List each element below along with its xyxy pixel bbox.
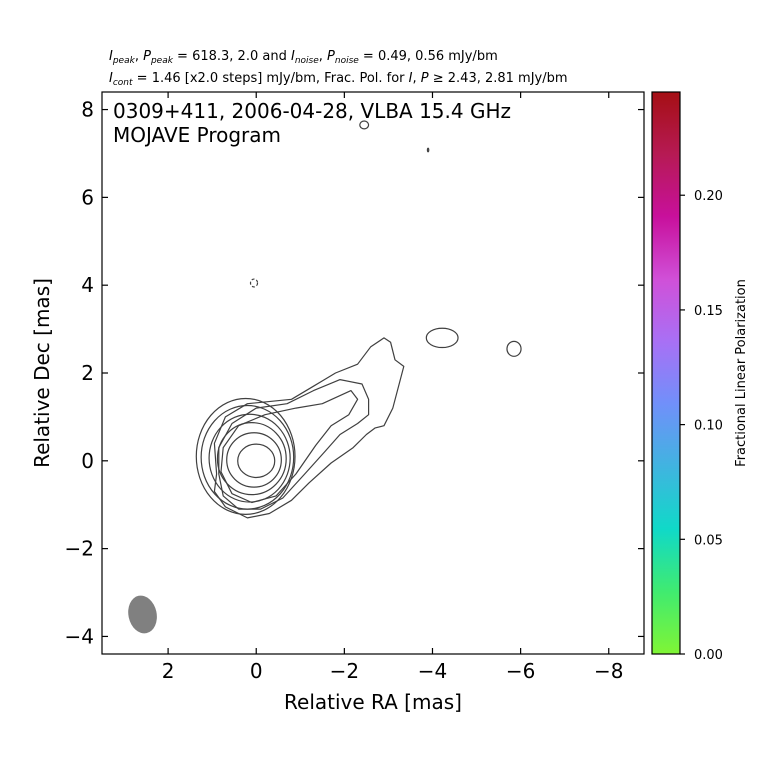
isolated-contour-5 [506,340,522,357]
isolated-contour-2 [426,147,430,153]
i-symbol: I [408,71,413,86]
x-tick-label: −6 [506,659,535,683]
x-tick-label: −4 [418,659,447,683]
x-tick-label: 0 [250,659,263,683]
header-line-1: Ipeak, Ppeak = 618.3, 2.0 and Inoise, Pn… [109,49,498,66]
core-contour-5 [200,404,295,510]
source-annotation: 0309+411, 2006-04-28, VLBA 15.4 GHz [113,99,511,123]
core-contour-1 [237,443,276,479]
y-tick-label: 2 [81,361,94,385]
header-line-2: Icont = 1.46 [x2.0 steps] mJy/bm, Frac. … [109,71,568,88]
i-noise-symbol: I [290,49,295,64]
i-peak-symbol: I [109,49,113,64]
i-cont-symbol: I [109,71,113,86]
core-contour-2 [226,432,282,488]
core-contour-3 [216,422,287,496]
jet-contour-1 [213,337,405,519]
i-cont-subscript: cont [112,78,133,88]
y-tick-label: −4 [65,624,94,648]
y-tick-label: 8 [81,98,94,122]
peak-values: = 618.3, 2.0 and [172,49,291,64]
isolated-contour-4 [425,327,459,349]
noise-values: = 0.49, 0.56 mJy/bm [358,49,498,64]
i-peak-subscript: peak [112,56,135,66]
colorbar-tick-label: 0.00 [694,648,723,663]
plot-frame [101,91,645,655]
x-tick-label: −8 [594,659,623,683]
core-contour-4 [208,413,291,503]
x-tick-label: −2 [330,659,359,683]
program-annotation: MOJAVE Program [113,123,281,147]
p-noise-symbol: P [327,49,335,64]
colorbar [651,91,681,655]
colorbar-tick-label: 0.15 [694,304,723,319]
p-peak-symbol: P [143,49,151,64]
colorbar-tick-label: 0.05 [694,533,723,548]
jet-contour-2 [218,379,370,510]
isolated-contour-1 [359,120,370,130]
p-symbol: P [420,71,429,86]
contour-text: = 1.46 [x2.0 steps] mJy/bm, Frac. Pol. f… [132,71,409,86]
p-noise-subscript: noise [334,56,359,66]
negative-contour [249,278,259,288]
beam-ellipse [128,595,157,634]
colorbar-ticks: 0.00 0.05 0.10 0.15 0.20 [680,189,723,663]
y-tick-label: 6 [81,185,94,209]
colorbar-label: Fractional Linear Polarization [734,279,749,467]
i-noise-subscript: noise [294,56,319,66]
y-tick-label: 0 [81,449,94,473]
y-tick-label: 4 [81,273,94,297]
plot-content [128,120,522,634]
y-axis-label: Relative Dec [mas] [30,278,54,468]
x-axis-label: Relative RA [mas] [284,690,462,714]
colorbar-tick-label: 0.20 [694,189,723,204]
p-peak-subscript: peak [150,56,173,66]
core-contour-6 [195,397,296,515]
axis-ticks: 2 0 −2 −4 −6 −8 −4 −2 0 2 4 6 8 [65,92,644,683]
y-tick-label: −2 [65,537,94,561]
colorbar-tick-label: 0.10 [694,419,723,434]
threshold-text: ≥ 2.43, 2.81 mJy/bm [428,71,568,86]
x-tick-label: 2 [162,659,175,683]
